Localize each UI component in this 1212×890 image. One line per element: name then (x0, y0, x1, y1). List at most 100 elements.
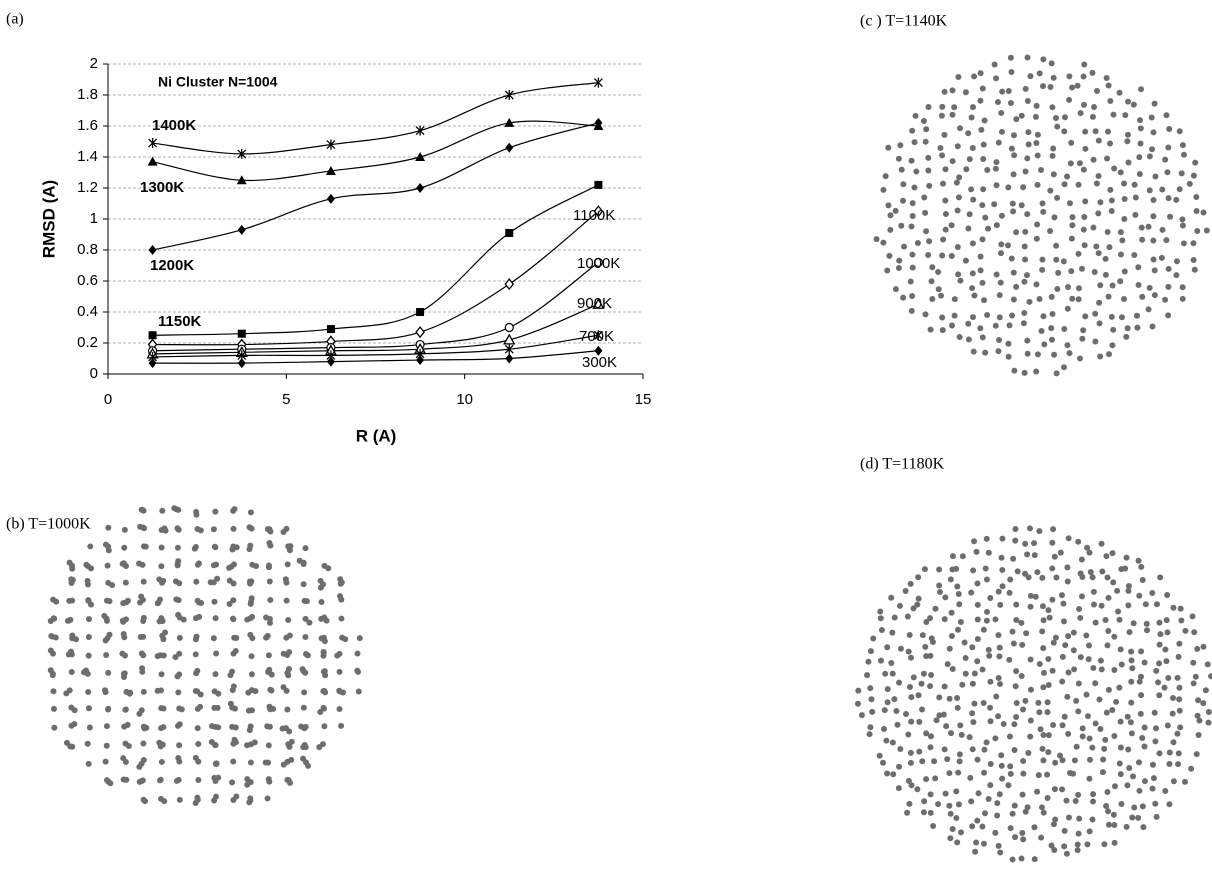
atom (1097, 320, 1103, 326)
atom (1022, 370, 1028, 376)
atom (1024, 338, 1030, 344)
atom (1112, 840, 1118, 846)
atom (285, 561, 291, 567)
atom (885, 202, 891, 208)
atom (193, 651, 199, 657)
marker (238, 225, 246, 235)
atom (1126, 765, 1132, 771)
atom (1066, 73, 1072, 79)
panel-label: (b) T=1000K (6, 516, 91, 533)
atom (267, 529, 273, 535)
atom (306, 620, 312, 626)
atom (884, 770, 890, 776)
atom (120, 618, 126, 624)
atom (1020, 836, 1026, 842)
atom (1080, 733, 1086, 739)
atom (1034, 103, 1040, 109)
atom (932, 775, 938, 781)
atom (987, 595, 993, 601)
atom (195, 725, 201, 731)
atom (318, 585, 324, 591)
atom (86, 616, 92, 622)
atom (161, 798, 167, 804)
atom (1111, 667, 1117, 673)
atom (877, 609, 883, 615)
atom (971, 293, 977, 299)
atom (1111, 112, 1117, 118)
marker (327, 325, 335, 333)
atom (1020, 706, 1026, 712)
atom (268, 687, 274, 693)
atom (244, 617, 250, 623)
atom (53, 599, 59, 605)
atom (249, 653, 255, 659)
atom (48, 633, 54, 639)
atom (1094, 180, 1100, 186)
atom (289, 739, 295, 745)
atom (1196, 732, 1202, 738)
atom (177, 721, 183, 727)
atom (198, 527, 204, 533)
atom (1065, 306, 1071, 312)
atom (263, 614, 269, 620)
atom (864, 672, 870, 678)
atom (993, 166, 999, 172)
atom (997, 292, 1003, 298)
atom (967, 211, 973, 217)
atom (1109, 208, 1115, 214)
atom (141, 579, 147, 585)
atom (1001, 721, 1007, 727)
atom (142, 798, 148, 804)
atom (1122, 565, 1128, 571)
atom (956, 174, 962, 180)
atom (1054, 286, 1060, 292)
atom (1180, 142, 1186, 148)
atom (998, 752, 1004, 758)
atom (926, 183, 932, 189)
atom (86, 653, 92, 659)
atom (1061, 364, 1067, 370)
y-tick-label: 2 (90, 55, 98, 72)
atom (1047, 615, 1053, 621)
atom (1023, 169, 1029, 175)
atom (1086, 656, 1092, 662)
atom (1010, 208, 1016, 214)
atom (943, 227, 949, 233)
atom (1138, 711, 1144, 717)
atom (175, 545, 181, 551)
atom (1156, 692, 1162, 698)
atom (1106, 294, 1112, 300)
atom (1025, 55, 1031, 61)
atom (1106, 822, 1112, 828)
atom (948, 730, 954, 736)
atom (969, 710, 975, 716)
atom (1045, 795, 1051, 801)
atom (1173, 272, 1179, 278)
atom (1150, 213, 1156, 219)
atom (1119, 314, 1125, 320)
atom (891, 696, 897, 702)
atom (229, 547, 235, 553)
atom (285, 672, 291, 678)
atom (1050, 668, 1056, 674)
atom (1178, 606, 1184, 612)
atom (1034, 789, 1040, 795)
atom (950, 158, 956, 164)
atom (213, 761, 219, 767)
atom (941, 132, 947, 138)
atom (993, 75, 999, 81)
atom (1129, 657, 1135, 663)
atom (1107, 140, 1113, 146)
atom (1089, 70, 1095, 76)
atom (963, 671, 969, 677)
atom (1136, 759, 1142, 765)
atom (1206, 709, 1212, 715)
atom (67, 560, 73, 566)
atom (334, 653, 340, 659)
atom (956, 601, 962, 607)
atom (1092, 311, 1098, 317)
atom (896, 680, 902, 686)
atom (287, 543, 293, 549)
atom (177, 797, 183, 803)
atom (884, 268, 890, 274)
